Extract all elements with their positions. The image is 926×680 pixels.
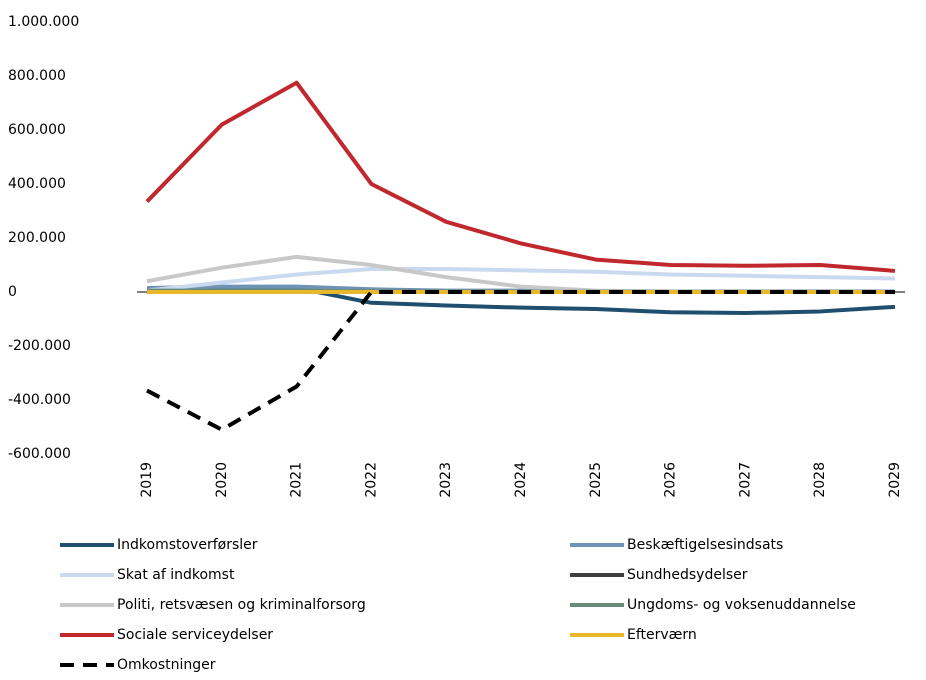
x-tick-label: 2019 [139, 462, 155, 498]
y-tick-label: 400.000 [8, 176, 66, 192]
series-line [146, 267, 896, 293]
y-tick-label: -200.000 [8, 338, 71, 354]
y-tick-label: 0 [8, 284, 17, 300]
legend-label: Ungdoms- og voksenuddannelse [627, 597, 856, 613]
y-tick-label: -600.000 [8, 446, 71, 462]
x-tick-label: 2024 [513, 462, 529, 498]
x-tick-label: 2021 [289, 462, 305, 498]
x-tick-label: 2029 [887, 462, 903, 498]
legend-label: Sundhedsydelser [627, 567, 748, 583]
legend-label: Politi, retsvæsen og kriminalforsorg [117, 597, 366, 613]
legend-label: Sociale serviceydelser [117, 627, 273, 643]
x-tick-label: 2027 [737, 462, 753, 498]
y-tick-label: 600.000 [8, 122, 66, 138]
x-tick-label: 2020 [214, 462, 230, 498]
y-tick-label: 800.000 [8, 68, 66, 84]
x-tick-label: 2022 [363, 462, 379, 498]
series-line [146, 290, 895, 432]
legend-label: Indkomstoverførsler [117, 537, 258, 553]
x-tick-label: 2028 [812, 462, 828, 498]
y-tick-label: -400.000 [8, 392, 71, 408]
legend-label: Beskæftigelsesindsats [627, 537, 783, 553]
y-tick-label: 1.000.000 [8, 14, 79, 30]
x-tick-label: 2026 [663, 462, 679, 498]
legend-label: Omkostninger [117, 657, 216, 673]
y-tick-label: 200.000 [8, 230, 66, 246]
series-line [145, 80, 896, 273]
x-tick-label: 2023 [438, 462, 454, 498]
legend-label: Skat af indkomst [117, 567, 235, 583]
x-tick-label: 2025 [588, 462, 604, 498]
legend-label: Efterværn [627, 627, 697, 643]
